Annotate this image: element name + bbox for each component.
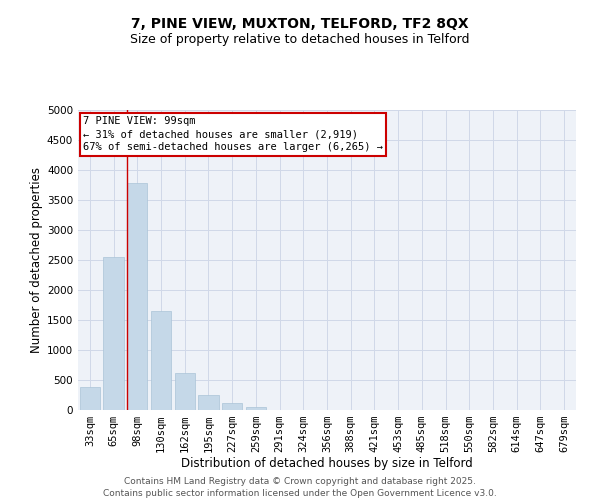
Bar — [103, 257, 124, 410]
Text: 7, PINE VIEW, MUXTON, TELFORD, TF2 8QX: 7, PINE VIEW, MUXTON, TELFORD, TF2 8QX — [131, 18, 469, 32]
Bar — [199, 394, 218, 410]
Bar — [222, 404, 242, 410]
Bar — [175, 372, 195, 410]
X-axis label: Distribution of detached houses by size in Telford: Distribution of detached houses by size … — [181, 456, 473, 469]
Bar — [151, 311, 171, 410]
Bar — [246, 406, 266, 410]
Bar — [127, 183, 148, 410]
Y-axis label: Number of detached properties: Number of detached properties — [30, 167, 43, 353]
Text: Size of property relative to detached houses in Telford: Size of property relative to detached ho… — [130, 32, 470, 46]
Bar — [80, 386, 100, 410]
Text: 7 PINE VIEW: 99sqm
← 31% of detached houses are smaller (2,919)
67% of semi-deta: 7 PINE VIEW: 99sqm ← 31% of detached hou… — [83, 116, 383, 152]
Text: Contains HM Land Registry data © Crown copyright and database right 2025.
Contai: Contains HM Land Registry data © Crown c… — [103, 476, 497, 498]
